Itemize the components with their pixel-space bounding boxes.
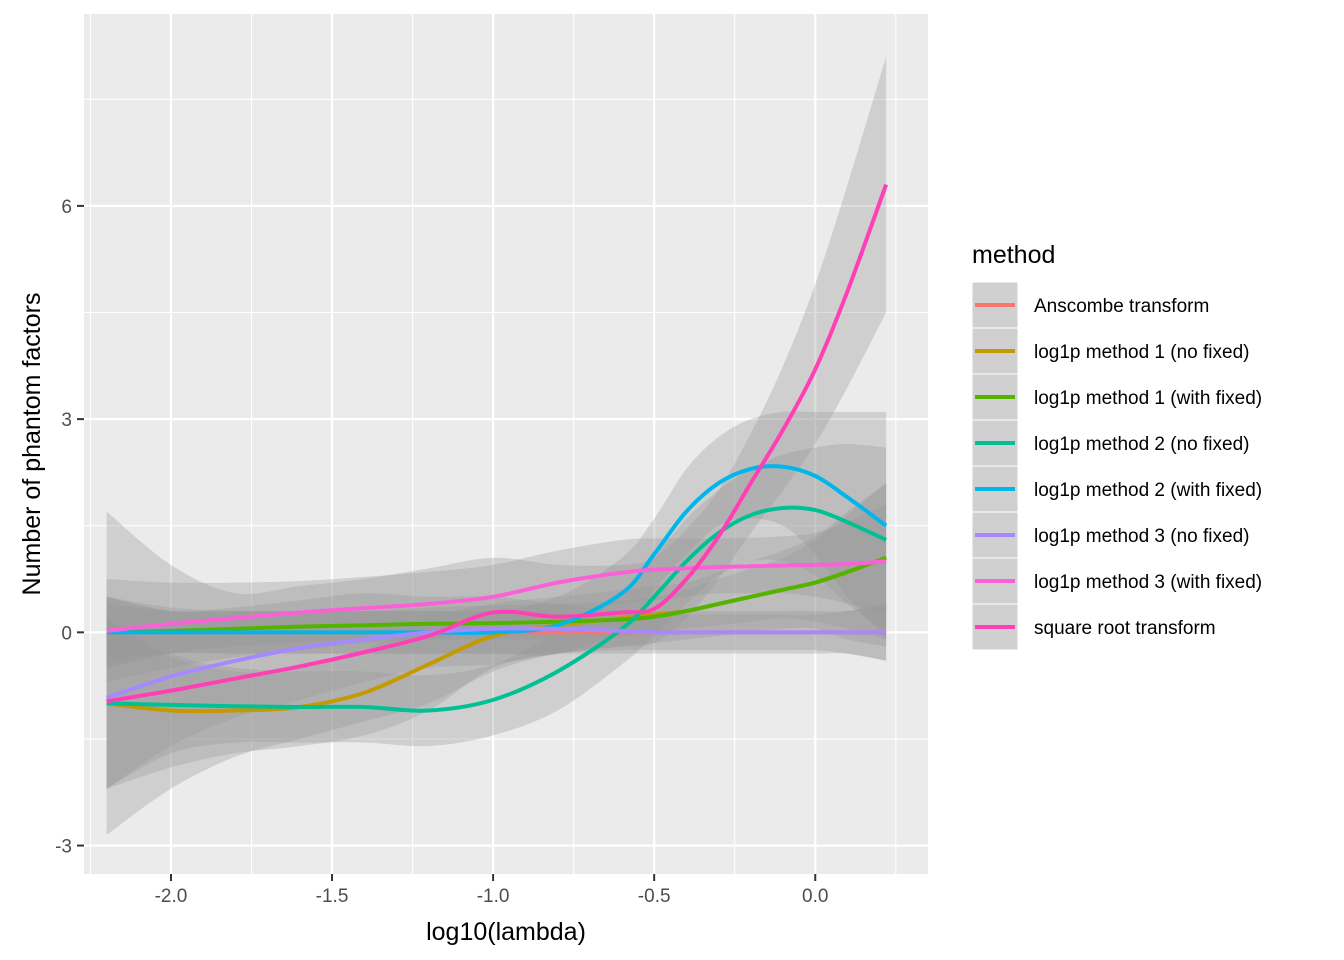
confidence-ribbons bbox=[106, 56, 887, 835]
legend-item: square root transform bbox=[971, 603, 1216, 651]
x-tick-label: -1.5 bbox=[316, 886, 349, 907]
x-axis-ticks: -2.0 -1.5 -1.0 -0.5 0.0 bbox=[155, 874, 828, 907]
legend-item: log1p method 2 (no fixed) bbox=[971, 419, 1249, 467]
y-tick-label: 0 bbox=[61, 623, 72, 644]
series-lines bbox=[105, 183, 889, 714]
legend-items: Anscombe transform log1p method 1 (no fix… bbox=[971, 281, 1262, 651]
legend-label: log1p method 3 (no fixed) bbox=[1034, 526, 1249, 547]
legend-label: log1p method 3 (with fixed) bbox=[1034, 572, 1262, 593]
x-tick-label: -0.5 bbox=[638, 886, 671, 907]
y-axis-title: Number of phantom factors bbox=[18, 293, 46, 596]
ribbon-7 bbox=[106, 56, 887, 835]
series-line-5 bbox=[105, 626, 887, 700]
y-axis-ticks: -3 0 3 6 bbox=[55, 197, 84, 858]
legend-item: log1p method 1 (no fixed) bbox=[971, 327, 1249, 375]
plot-panel-background bbox=[84, 14, 928, 874]
legend-item: Anscombe transform bbox=[971, 281, 1209, 329]
ribbon-3 bbox=[106, 444, 887, 789]
x-tick-label: -1.0 bbox=[477, 886, 510, 907]
y-tick-label: 6 bbox=[61, 197, 72, 218]
legend-item: log1p method 3 (no fixed) bbox=[971, 511, 1249, 559]
series-line-6 bbox=[106, 559, 887, 633]
legend-label: square root transform bbox=[1034, 618, 1216, 639]
x-axis-title: log10(lambda) bbox=[426, 918, 586, 946]
x-tick-label: 0.0 bbox=[802, 886, 828, 907]
series-line-3 bbox=[106, 505, 887, 713]
legend-label: log1p method 2 (with fixed) bbox=[1034, 480, 1262, 501]
legend-label: log1p method 1 (with fixed) bbox=[1034, 388, 1262, 409]
x-tick-label: -2.0 bbox=[155, 886, 188, 907]
legend-item: log1p method 3 (with fixed) bbox=[971, 557, 1262, 605]
grid-minor bbox=[84, 14, 928, 874]
legend-item: log1p method 1 (with fixed) bbox=[971, 373, 1262, 421]
series-line-2 bbox=[106, 555, 887, 635]
ribbon-2 bbox=[106, 483, 887, 668]
legend-item: log1p method 2 (with fixed) bbox=[971, 465, 1262, 513]
legend-label: Anscombe transform bbox=[1034, 296, 1209, 317]
legend: method Anscombe transform log1p method 1 … bbox=[971, 241, 1262, 651]
y-tick-label: -3 bbox=[55, 837, 72, 858]
ribbon-4 bbox=[106, 411, 887, 668]
series-line-4 bbox=[106, 464, 888, 635]
grid-major bbox=[84, 14, 928, 874]
legend-label: log1p method 2 (no fixed) bbox=[1034, 434, 1249, 455]
legend-label: log1p method 1 (no fixed) bbox=[1034, 342, 1249, 363]
legend-title: method bbox=[972, 241, 1055, 269]
series-line-7 bbox=[106, 183, 889, 704]
y-tick-label: 3 bbox=[61, 410, 72, 431]
ribbon-6 bbox=[106, 504, 887, 683]
ribbon-5 bbox=[106, 593, 887, 789]
